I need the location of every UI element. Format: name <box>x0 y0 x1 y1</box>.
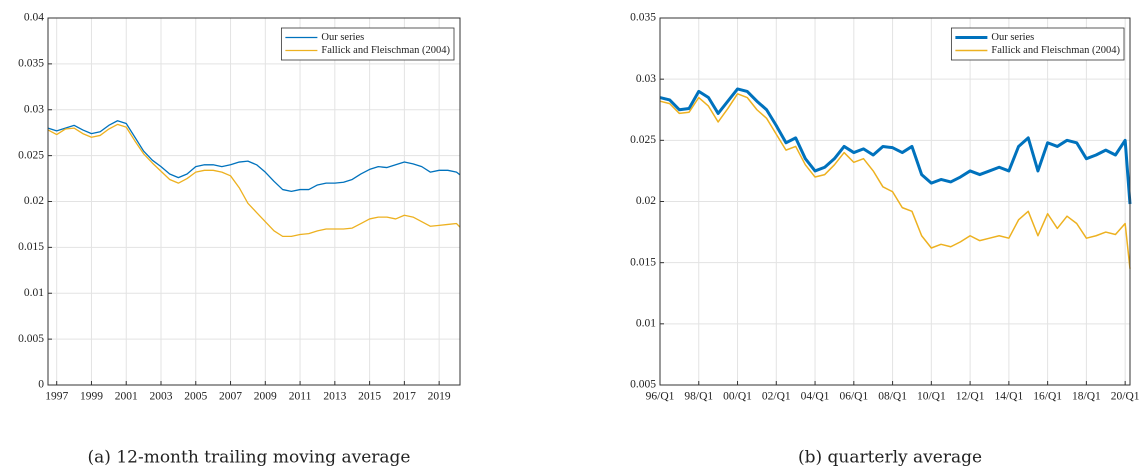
x-tick-label: 2013 <box>323 391 346 403</box>
x-tick-label: 20/Q1 <box>1111 391 1140 403</box>
y-tick-label: 0.01 <box>636 317 656 329</box>
series-line <box>659 93 1131 269</box>
y-tick-label: 0.005 <box>18 333 44 345</box>
x-tick-label: 1997 <box>45 391 68 403</box>
x-tick-label: 96/Q1 <box>646 391 675 403</box>
legend: Our series Fallick and Fleischman (2004) <box>950 27 1125 61</box>
x-tick-label: 10/Q1 <box>917 391 946 403</box>
legend-box <box>280 27 455 61</box>
y-tick-label: 0.025 <box>18 149 44 161</box>
caption: (b) quarterly average <box>798 448 982 468</box>
x-tick-label: 12/Q1 <box>956 391 985 403</box>
axes-frame <box>659 17 1131 386</box>
x-tick-label: 98/Q1 <box>684 391 713 403</box>
x-tick-label: 02/Q1 <box>762 391 791 403</box>
legend-label: Fallick and Fleischman (2004) <box>991 45 1120 56</box>
y-tick-label: 0.03 <box>24 103 44 115</box>
x-tick-label: 1999 <box>80 391 103 403</box>
y-tick-label: 0.015 <box>630 256 656 268</box>
legend-label: Fallick and Fleischman (2004) <box>321 45 450 56</box>
y-tick-label: 0.03 <box>636 73 656 85</box>
y-tick-label: 0.02 <box>636 195 656 207</box>
y-tick-label: 0 <box>38 379 44 391</box>
caption: (a) 12-month trailing moving average <box>88 448 411 468</box>
y-tick-label: 0.025 <box>630 134 656 146</box>
y-tick-label: 0.015 <box>18 241 44 253</box>
legend: Our series Fallick and Fleischman (2004) <box>280 27 455 61</box>
legend-label: Our series <box>991 32 1034 43</box>
legend-label: Our series <box>321 32 364 43</box>
y-tick-label: 0.04 <box>24 12 44 24</box>
x-tick-label: 2017 <box>393 391 416 403</box>
series-line <box>659 87 1132 205</box>
x-tick-label: 2019 <box>428 391 451 403</box>
series-line <box>47 120 461 193</box>
y-tick-label: 0.01 <box>24 287 44 299</box>
x-tick-label: 16/Q1 <box>1033 391 1062 403</box>
x-tick-label: 18/Q1 <box>1072 391 1101 403</box>
x-tick-label: 2001 <box>115 391 138 403</box>
x-tick-label: 06/Q1 <box>839 391 868 403</box>
x-tick-label: 2011 <box>289 391 312 403</box>
x-tick-label: 2003 <box>149 391 172 403</box>
y-tick-label: 0.02 <box>24 195 44 207</box>
legend-box <box>950 27 1125 61</box>
x-tick-label: 04/Q1 <box>801 391 830 403</box>
y-tick-label: 0.035 <box>630 12 656 24</box>
y-tick-label: 0.035 <box>18 58 44 70</box>
x-tick-label: 08/Q1 <box>878 391 907 403</box>
y-tick-label: 0.005 <box>630 379 656 391</box>
axes-frame <box>47 17 461 386</box>
x-tick-label: 2015 <box>358 391 381 403</box>
x-tick-label: 14/Q1 <box>994 391 1023 403</box>
x-tick-label: 00/Q1 <box>723 391 752 403</box>
x-tick-label: 2009 <box>254 391 277 403</box>
x-tick-label: 2007 <box>219 391 242 403</box>
x-tick-label: 2005 <box>184 391 207 403</box>
series-line <box>47 123 461 238</box>
